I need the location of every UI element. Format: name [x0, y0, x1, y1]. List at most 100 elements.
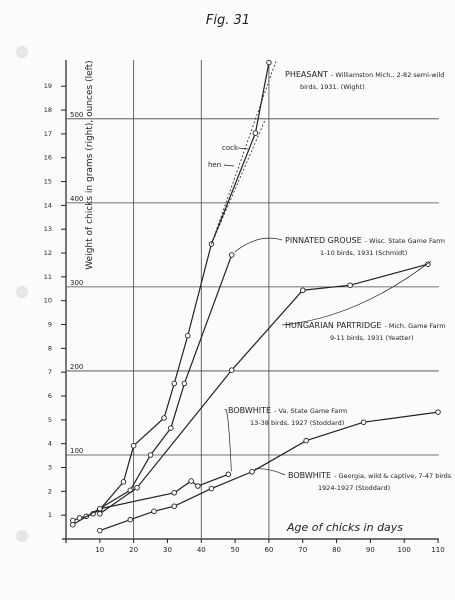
- series-name: PHEASANT: [285, 70, 328, 79]
- series-name: BOBWHITE: [228, 406, 271, 415]
- y2-tick-label: 17: [44, 130, 52, 138]
- x-tick-label: 70: [298, 546, 307, 554]
- y2-tick-label: 6: [48, 392, 52, 400]
- label-arrow: [223, 164, 235, 167]
- y2-tick-label: 13: [44, 225, 52, 233]
- data-point: [303, 437, 309, 444]
- series-note: - Williamston Mich., 2-82 semi-wild: [331, 71, 444, 79]
- data-point: [299, 287, 306, 294]
- series-name: PINNATED GROUSE: [285, 236, 362, 245]
- punch-hole: [16, 46, 28, 58]
- y2-tick-label: 10: [44, 297, 52, 305]
- y2-tick-label: 16: [44, 154, 52, 162]
- y2-tick-label: 12: [44, 249, 52, 257]
- y2-tick-label: 7: [48, 368, 52, 376]
- series-note: 1924-1927 (Stoddard): [318, 484, 390, 492]
- data-point: [97, 527, 103, 534]
- data-point: [195, 483, 201, 489]
- x-tick-label: 100: [398, 546, 411, 554]
- y2-tick-label: 4: [48, 440, 52, 448]
- data-point: [188, 478, 194, 484]
- punch-hole: [16, 286, 28, 298]
- x-axis-label: Age of chicks in days: [286, 521, 403, 534]
- y-tick-label: 300: [70, 279, 83, 287]
- x-tick-label: 30: [163, 546, 172, 554]
- y-tick-label: 100: [70, 447, 83, 455]
- series-note: 9-11 birds, 1931 (Yeatter): [330, 334, 414, 342]
- y-tick-label: 400: [70, 195, 83, 203]
- y2-tick-label: 5: [48, 416, 52, 424]
- data-point: [435, 409, 441, 415]
- series-name: BOBWHITE: [288, 471, 331, 480]
- label-arrow: [237, 147, 249, 150]
- label-arrow: [234, 237, 283, 253]
- data-point: [161, 415, 167, 421]
- series-line: [99, 473, 229, 510]
- data-point: [225, 471, 232, 478]
- data-point: [228, 252, 235, 258]
- data-point: [208, 485, 215, 492]
- label-arrow: [281, 260, 432, 326]
- data-point: [171, 490, 177, 496]
- series-note: - Wisc. State Game Farm: [365, 237, 445, 245]
- series-note: 13-38 birds, 1927 (Stoddard): [250, 419, 344, 427]
- y2-tick-label: 8: [48, 344, 52, 352]
- y2-tick-label: 1: [48, 511, 52, 519]
- series-note: 1-10 birds, 1931 (Schmidt): [320, 249, 407, 257]
- y2-tick-label: 11: [44, 273, 52, 281]
- series-note: - Va. State Game Farm: [274, 407, 347, 415]
- y2-tick-label: 14: [44, 201, 52, 209]
- punch-hole: [16, 530, 28, 542]
- series-name: HUNGARIAN PARTRIDGE: [285, 321, 381, 330]
- data-point: [97, 505, 103, 512]
- x-tick-label: 110: [431, 546, 444, 554]
- data-point: [168, 425, 174, 431]
- x-tick-label: 60: [264, 546, 273, 554]
- data-point: [127, 516, 134, 523]
- x-tick-label: 50: [231, 546, 240, 554]
- y2-tick-label: 15: [44, 178, 52, 186]
- data-point: [185, 332, 191, 339]
- series-line: [99, 263, 429, 515]
- x-tick-label: 10: [95, 546, 104, 554]
- series-note: birds, 1931. (Wight): [300, 83, 365, 91]
- data-point: [171, 503, 177, 509]
- y-axis-label: Weight of chicks in grams (right), ounce…: [85, 60, 95, 269]
- y-tick-label: 200: [70, 363, 83, 371]
- data-point: [171, 380, 177, 387]
- data-point: [425, 261, 431, 267]
- series-label: hen: [208, 161, 221, 169]
- data-point: [360, 419, 367, 425]
- data-point: [266, 59, 272, 66]
- y2-tick-label: 9: [48, 321, 52, 329]
- label-arrow: [254, 468, 286, 476]
- data-point: [252, 130, 259, 136]
- data-point: [120, 479, 127, 485]
- series-line: [72, 62, 270, 522]
- y2-tick-label: 19: [44, 82, 52, 90]
- data-point: [97, 511, 103, 517]
- series-line: [211, 61, 277, 245]
- data-point: [70, 521, 76, 528]
- x-tick-label: 20: [129, 546, 138, 554]
- series-line: [72, 254, 233, 526]
- x-tick-label: 90: [366, 546, 375, 554]
- data-point: [134, 484, 140, 491]
- chart-title: Fig. 31: [206, 13, 250, 28]
- data-point: [147, 452, 154, 458]
- y2-tick-label: 3: [48, 464, 52, 472]
- y2-tick-label: 18: [44, 106, 52, 114]
- series-note: - Mich. Game Farm: [384, 322, 445, 330]
- x-tick-label: 40: [197, 546, 206, 554]
- data-point: [228, 367, 235, 373]
- data-point: [249, 469, 255, 475]
- data-point: [151, 508, 157, 515]
- label-arrow: [224, 409, 232, 472]
- series-note: - Georgia, wild & captive, 7-47 birds: [334, 472, 452, 480]
- series-line: [211, 118, 266, 245]
- data-point: [347, 282, 353, 288]
- data-point: [181, 380, 188, 387]
- y2-tick-label: 2: [48, 487, 52, 495]
- x-tick-label: 80: [332, 546, 341, 554]
